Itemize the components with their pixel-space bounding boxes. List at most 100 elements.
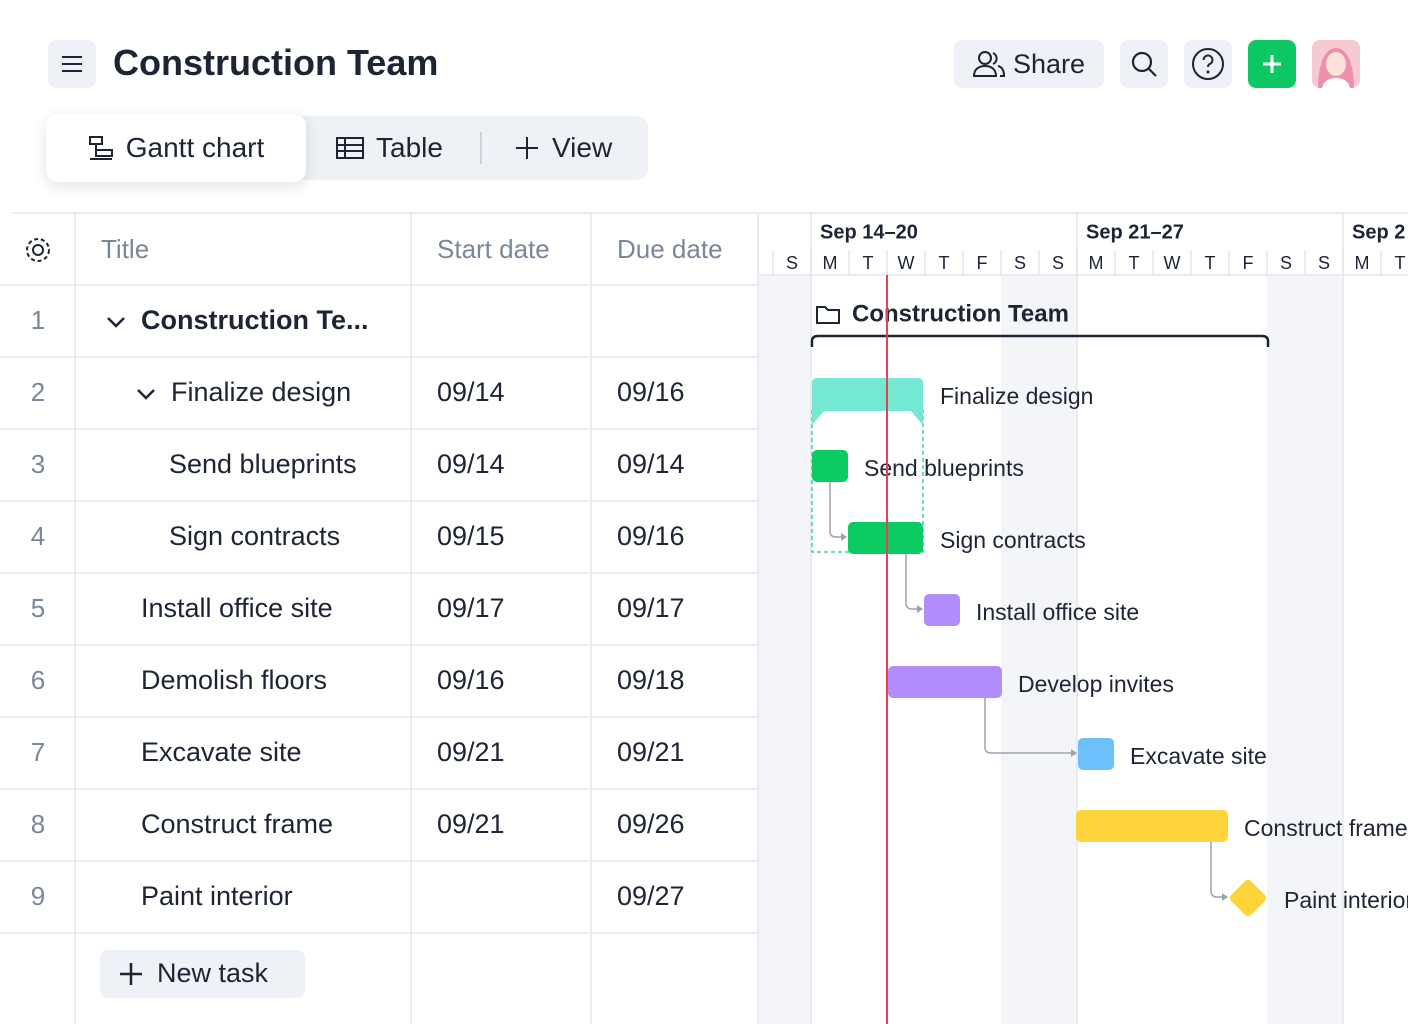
row-number: 8 <box>31 809 45 839</box>
table-tab[interactable]: Table <box>336 116 443 180</box>
new-task-button[interactable] <box>100 950 305 998</box>
task-title: Paint interior <box>141 881 293 911</box>
due-date: 09/26 <box>617 809 685 839</box>
day-label: S <box>1280 253 1292 273</box>
add-button[interactable] <box>1248 40 1296 88</box>
avatar[interactable] <box>1312 40 1360 88</box>
task-label: Sign contracts <box>940 527 1086 553</box>
tab-label: Gantt chart <box>125 132 265 163</box>
day-label: F <box>977 253 988 273</box>
task-bar[interactable] <box>1078 738 1114 770</box>
day-label: S <box>786 253 798 273</box>
task-label: Excavate site <box>1130 743 1267 769</box>
column-header: Due date <box>617 234 723 264</box>
weekend-shade <box>773 276 811 1024</box>
row-number: 5 <box>31 593 45 623</box>
task-label: Paint interior <box>1284 887 1408 913</box>
gantt-tab[interactable]: Gantt chart <box>46 114 306 182</box>
dependency-line <box>1210 842 1227 898</box>
add-view-tab[interactable]: View <box>514 116 612 180</box>
row-number: 6 <box>31 665 45 695</box>
group-label: Construction Team <box>852 300 1069 327</box>
weekend-shade <box>1001 276 1039 1024</box>
task-title: Excavate site <box>141 737 302 767</box>
task-title: Send blueprints <box>169 449 357 479</box>
summary-bar[interactable] <box>812 378 923 425</box>
task-title: Install office site <box>141 593 333 623</box>
share-button[interactable]: Share <box>954 40 1104 88</box>
day-label: T <box>863 253 874 273</box>
task-label: Construct frame <box>1244 815 1408 841</box>
week-label: Sep 21–27 <box>1086 221 1184 243</box>
dependency-arrow <box>841 533 847 541</box>
tab-label: View <box>552 132 613 163</box>
row-number: 1 <box>31 305 45 335</box>
task-bar[interactable] <box>924 594 960 626</box>
divider <box>480 132 482 164</box>
day-label: M <box>1355 253 1370 273</box>
start-date: 09/21 <box>437 737 505 767</box>
due-date: 09/18 <box>617 665 685 695</box>
tab-label: Table <box>376 132 443 163</box>
share-label: Share <box>1012 48 1086 79</box>
add-icon <box>1263 55 1281 73</box>
help-icon <box>1192 48 1224 80</box>
week-label: Sep 14–20 <box>820 221 918 243</box>
dependency-line <box>905 554 922 610</box>
due-date: 09/16 <box>617 521 685 551</box>
task-title: Finalize design <box>171 377 351 407</box>
start-date: 09/21 <box>437 809 505 839</box>
dependency-arrow <box>1071 749 1077 757</box>
plus-icon <box>516 137 538 159</box>
day-label: F <box>1243 253 1254 273</box>
menu-button[interactable] <box>48 40 96 88</box>
collapse-chevron[interactable] <box>137 389 155 400</box>
group-folder <box>816 306 840 324</box>
share-icon <box>972 51 1005 77</box>
search-icon <box>1131 51 1157 77</box>
day-label: T <box>1395 253 1406 273</box>
weekend-shade <box>1039 276 1077 1024</box>
due-date: 09/21 <box>617 737 685 767</box>
dependency-arrow <box>917 605 923 613</box>
due-date: 09/27 <box>617 881 685 911</box>
task-bar[interactable] <box>812 450 848 482</box>
table-icon <box>336 137 364 159</box>
dependency-arrow <box>1222 893 1228 901</box>
task-bar[interactable] <box>888 666 1002 698</box>
help-button[interactable] <box>1184 40 1232 88</box>
column-header: Start date <box>437 234 550 264</box>
task-label: Install office site <box>976 599 1139 625</box>
group-bracket <box>810 334 1270 347</box>
day-label: M <box>823 253 838 273</box>
start-date: 09/14 <box>437 377 505 407</box>
day-label: T <box>1129 253 1140 273</box>
settings-icon[interactable] <box>26 238 50 262</box>
day-label: M <box>1089 253 1104 273</box>
row-number: 2 <box>31 377 45 407</box>
settings-icon-hub <box>32 244 44 256</box>
day-label: S <box>1318 253 1330 273</box>
new-task-label: New task <box>157 958 269 988</box>
task-label: Develop invites <box>1018 671 1174 697</box>
menu-icon <box>62 56 82 72</box>
task-bar[interactable] <box>848 522 923 554</box>
collapse-chevron[interactable] <box>107 317 125 328</box>
dependency-line <box>984 698 1076 754</box>
task-title: Construct frame <box>141 809 333 839</box>
row-number: 4 <box>31 521 45 551</box>
milestone[interactable] <box>1228 878 1268 918</box>
task-title: Demolish floors <box>141 665 327 695</box>
page-title: Construction Team <box>113 42 439 83</box>
due-date: 09/17 <box>617 593 685 623</box>
search-button[interactable] <box>1120 40 1168 88</box>
avatar-image <box>1312 40 1360 88</box>
day-label: S <box>1014 253 1026 273</box>
row-number: 9 <box>31 881 45 911</box>
task-label: Send blueprints <box>864 455 1024 481</box>
day-label: W <box>898 253 915 273</box>
task-bar[interactable] <box>1076 810 1228 842</box>
day-label: T <box>1205 253 1216 273</box>
